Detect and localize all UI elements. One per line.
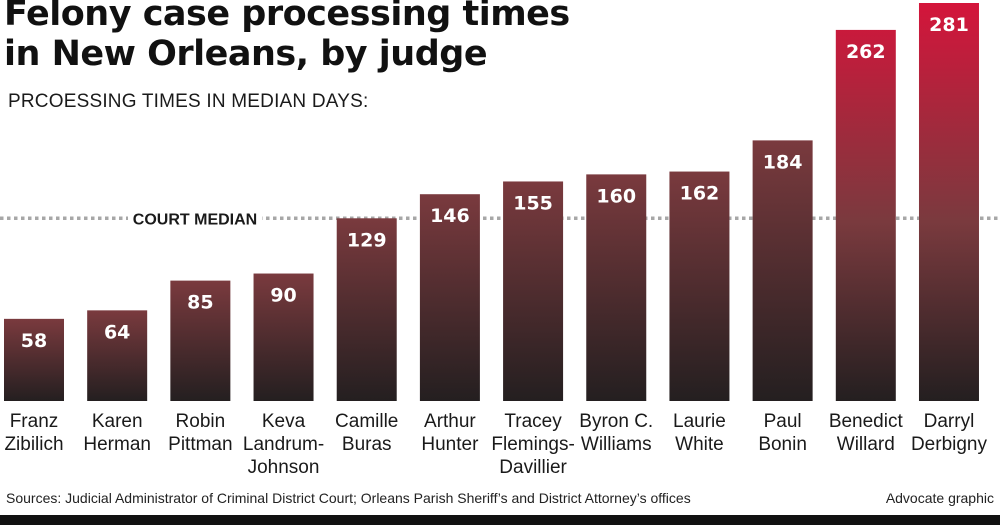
category-label-1: Karen Herman — [83, 411, 151, 455]
category-label-line: Karen — [92, 411, 143, 432]
credit-note: Advocate graphic — [885, 490, 994, 506]
category-label-line: Keva — [262, 411, 306, 432]
category-label-10: Benedict Willard — [829, 411, 904, 455]
data-label-8: 162 — [680, 183, 720, 205]
category-label-6: Tracey Flemings-Davillier — [491, 411, 574, 478]
category-label-11: Darryl Derbigny — [911, 411, 988, 455]
bottom-rule — [0, 515, 1000, 525]
category-label-line: White — [675, 434, 724, 455]
source-note: Sources: Judicial Administrator of Crimi… — [6, 490, 691, 506]
category-label-line: Bonin — [758, 434, 807, 455]
court-median-label: COURT MEDIAN — [133, 211, 257, 228]
data-label-0: 58 — [21, 330, 47, 352]
data-label-11: 281 — [929, 14, 969, 36]
data-label-2: 85 — [187, 292, 213, 314]
category-label-8: Laurie White — [673, 411, 726, 455]
data-label-6: 155 — [513, 192, 553, 214]
category-label-line: Hunter — [421, 434, 479, 455]
category-label-line: Derbigny — [911, 434, 988, 455]
category-label-7: Byron C. Williams — [579, 411, 653, 455]
category-label-line: Pittman — [168, 434, 232, 455]
chart-title-line-1: Felony case processing times — [4, 0, 570, 34]
data-label-9: 184 — [763, 151, 803, 173]
data-label-7: 160 — [596, 185, 636, 207]
category-label-line: Paul — [764, 411, 802, 432]
data-label-4: 129 — [347, 229, 387, 251]
category-label-line: Williams — [581, 434, 652, 455]
bar-2 — [170, 280, 231, 401]
data-label-5: 146 — [430, 205, 470, 227]
category-label-line: Zibilich — [4, 434, 63, 455]
category-label-line: Johnson — [248, 457, 320, 478]
category-label-line: Darryl — [924, 411, 975, 432]
bar-1 — [87, 310, 148, 401]
data-label-1: 64 — [104, 321, 130, 343]
bar-7 — [586, 174, 647, 401]
category-label-line: Byron C. — [579, 411, 653, 432]
category-label-line: Franz — [10, 411, 59, 432]
category-label-line: Buras — [342, 434, 392, 455]
category-label-line: Willard — [837, 434, 895, 455]
category-label-3: Keva Landrum-Johnson — [243, 411, 324, 478]
chart-title-line-2: in New Orleans, by judge — [4, 34, 488, 74]
category-label-line: Tracey — [504, 411, 562, 432]
category-label-5: Arthur Hunter — [421, 411, 479, 455]
category-label-line: Landrum- — [243, 434, 324, 455]
bar-0 — [4, 318, 64, 401]
category-label-line: Laurie — [673, 411, 726, 432]
bar-4 — [336, 218, 397, 401]
category-label-line: Robin — [176, 411, 226, 432]
data-label-10: 262 — [846, 41, 886, 63]
category-label-line: Camille — [335, 411, 398, 432]
bar-3 — [253, 273, 314, 401]
chart-subtitle: PRCOESSING TIMES IN MEDIAN DAYS: — [8, 91, 369, 112]
category-label-4: Camille Buras — [335, 411, 398, 455]
bar-5 — [419, 194, 480, 401]
chart-title: Felony case processing times in New Orle… — [4, 0, 570, 74]
bar-10 — [835, 29, 896, 401]
bar-9 — [752, 140, 813, 402]
data-label-3: 90 — [270, 285, 296, 307]
category-label-line: Herman — [83, 434, 151, 455]
bar-8 — [669, 171, 730, 401]
category-label-line: Flemings- — [491, 434, 574, 455]
category-label-2: Robin Pittman — [168, 411, 232, 455]
bar-11 — [918, 3, 979, 401]
category-label-9: Paul Bonin — [758, 411, 807, 455]
court-median-label-bg — [128, 207, 262, 230]
category-label-line: Arthur — [424, 411, 476, 432]
category-label-line: Benedict — [829, 411, 904, 432]
bar-6 — [503, 181, 564, 401]
category-label-line: Davillier — [499, 457, 567, 478]
category-label-0: Franz Zibilich — [4, 411, 63, 455]
